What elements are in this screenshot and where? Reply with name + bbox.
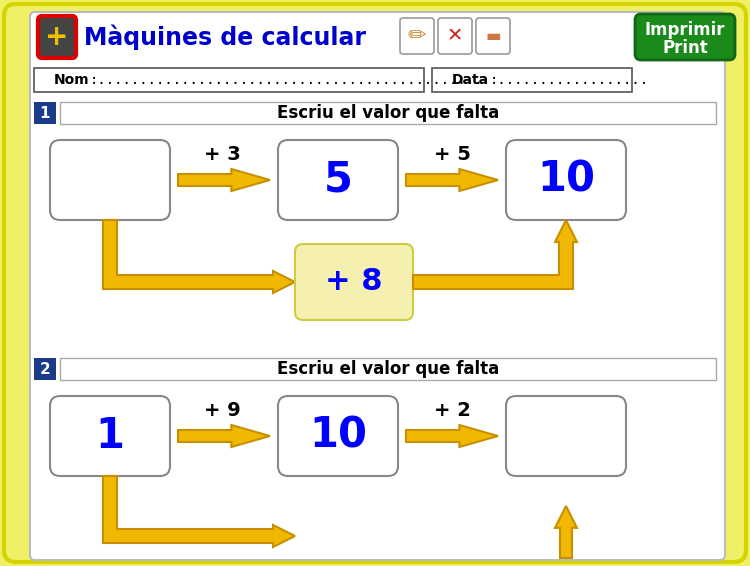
Text: +: + (45, 23, 69, 51)
Polygon shape (555, 506, 577, 558)
FancyBboxPatch shape (38, 16, 76, 58)
Polygon shape (406, 425, 498, 447)
FancyBboxPatch shape (432, 68, 632, 92)
Text: 1: 1 (40, 105, 50, 121)
Text: 5: 5 (323, 159, 352, 201)
Text: + 9: + 9 (203, 401, 240, 419)
FancyBboxPatch shape (506, 396, 626, 476)
Text: + 8: + 8 (326, 268, 382, 297)
Text: 1: 1 (95, 415, 124, 457)
Text: Print: Print (662, 39, 708, 57)
Text: + 2: + 2 (433, 401, 470, 419)
Polygon shape (413, 220, 577, 289)
FancyBboxPatch shape (50, 140, 170, 220)
FancyBboxPatch shape (60, 358, 716, 380)
Polygon shape (178, 169, 270, 191)
FancyBboxPatch shape (438, 18, 472, 54)
Text: ✕: ✕ (447, 27, 464, 45)
Text: ✏: ✏ (408, 26, 426, 46)
Text: :..................: :.................. (490, 73, 649, 87)
Text: Màquines de calcular: Màquines de calcular (84, 24, 366, 50)
FancyBboxPatch shape (278, 140, 398, 220)
FancyBboxPatch shape (278, 396, 398, 476)
FancyBboxPatch shape (34, 102, 56, 124)
FancyBboxPatch shape (400, 18, 434, 54)
FancyBboxPatch shape (506, 140, 626, 220)
Text: Nom: Nom (54, 73, 90, 87)
Text: + 5: + 5 (433, 144, 470, 164)
Text: Data: Data (452, 73, 488, 87)
Text: 2: 2 (40, 362, 50, 376)
FancyBboxPatch shape (635, 14, 735, 60)
Text: + 3: + 3 (203, 144, 240, 164)
Polygon shape (103, 220, 295, 293)
FancyBboxPatch shape (476, 18, 510, 54)
FancyBboxPatch shape (295, 244, 413, 320)
Polygon shape (103, 476, 295, 547)
FancyBboxPatch shape (50, 396, 170, 476)
FancyBboxPatch shape (34, 68, 424, 92)
Text: Imprimir: Imprimir (645, 21, 725, 39)
Text: 10: 10 (537, 159, 595, 201)
Text: Escriu el valor que falta: Escriu el valor que falta (277, 104, 500, 122)
Polygon shape (178, 425, 270, 447)
FancyBboxPatch shape (4, 4, 746, 562)
Text: 10: 10 (309, 415, 367, 457)
Text: ▬: ▬ (485, 27, 501, 45)
Text: :..............................................: :.......................................… (90, 73, 484, 87)
Text: Escriu el valor que falta: Escriu el valor que falta (277, 360, 500, 378)
FancyBboxPatch shape (34, 358, 56, 380)
FancyBboxPatch shape (60, 102, 716, 124)
FancyBboxPatch shape (30, 12, 725, 560)
Polygon shape (406, 169, 498, 191)
